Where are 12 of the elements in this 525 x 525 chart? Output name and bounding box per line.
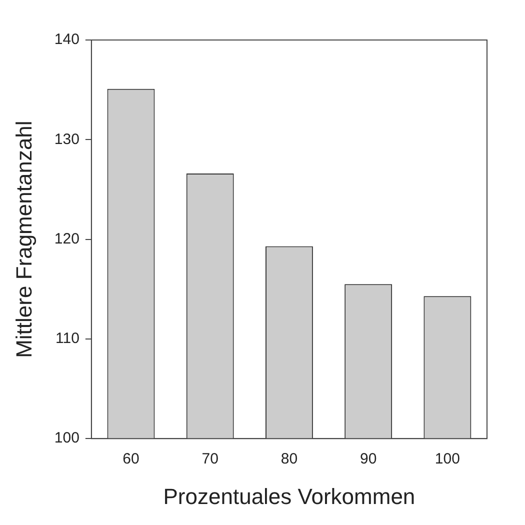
y-tick-label: 100: [54, 430, 80, 447]
y-tick-label: 120: [54, 230, 80, 248]
y-axis-title: Mittlere Fragmentanzahl: [11, 120, 36, 358]
x-tick-label: 90: [360, 450, 377, 468]
x-tick-label: 80: [280, 450, 298, 468]
x-axis-title: Prozentuales Vorkommen: [163, 484, 416, 509]
x-tick-label: 70: [202, 450, 218, 468]
y-tick-label: 140: [54, 31, 80, 48]
x-tick-label: 60: [122, 450, 140, 468]
x-tick-label: 100: [434, 450, 460, 468]
y-tick-label: 130: [54, 130, 80, 148]
y-tick-label: 110: [56, 330, 80, 348]
